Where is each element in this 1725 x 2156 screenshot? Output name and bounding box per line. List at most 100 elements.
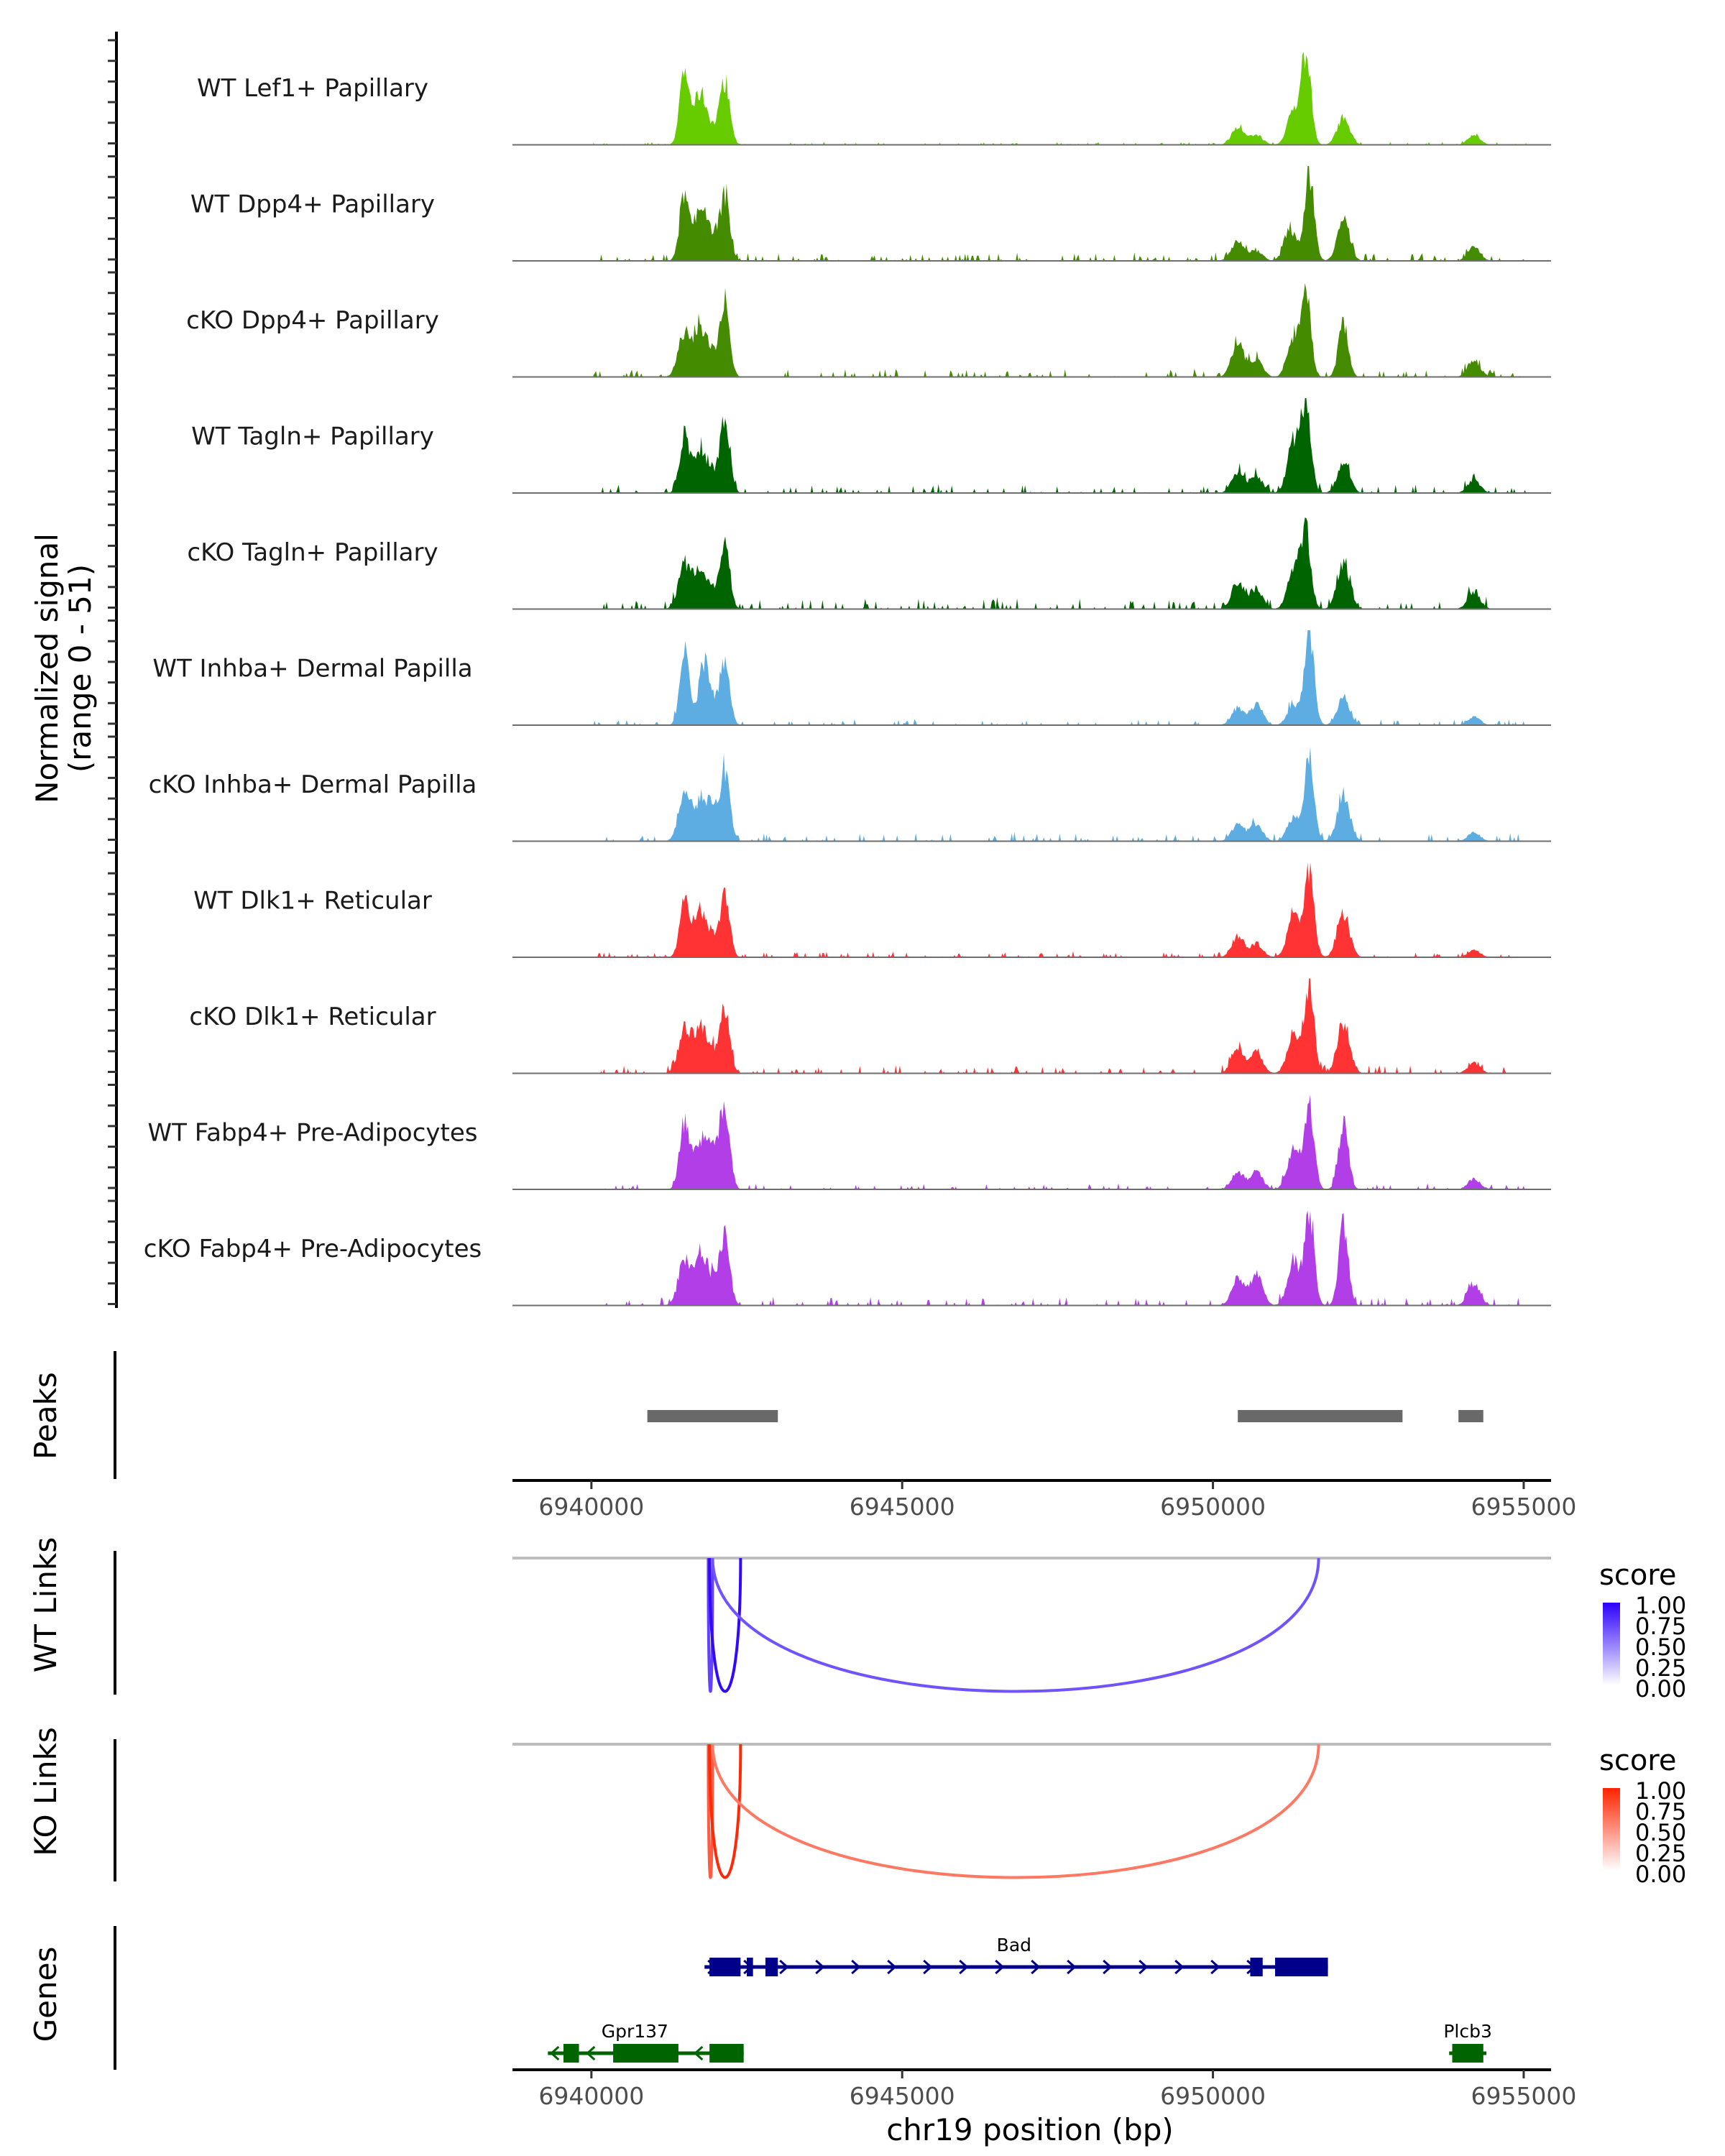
peaks-track-label: Peaks xyxy=(28,1372,63,1460)
coverage-track-label: WT Inhba+ Dermal Papilla xyxy=(152,655,472,683)
strand-arrow xyxy=(851,1959,861,1975)
gene-symbol-label: Gpr137 xyxy=(602,2021,668,2042)
ko-links-arcs xyxy=(512,1743,1551,1879)
gene-exon xyxy=(765,1958,778,1976)
coverage-track: cKO Tagln+ Papillary xyxy=(187,517,1551,610)
coverage-tracks: WT Lef1+ Papillary WT Dpp4+ Papillary cKO … xyxy=(144,52,1551,1307)
coverage-track: cKO Dpp4+ Papillary xyxy=(186,282,1551,378)
legend-tick-label: 0.50 xyxy=(1635,1634,1686,1661)
gene-exon xyxy=(1452,2044,1484,2063)
coverage-track-label: WT Dpp4+ Papillary xyxy=(190,190,435,219)
ko-links-track-label: KO Links xyxy=(28,1727,63,1856)
legend-tick-label: 0.50 xyxy=(1635,1819,1686,1846)
strand-arrow xyxy=(887,1959,897,1975)
strand-arrow xyxy=(923,1959,933,1975)
x-axis-top: 6940000 6945000 6950000 6955000 xyxy=(512,1479,1576,1521)
legend-tick-label: 0.25 xyxy=(1635,1654,1686,1682)
peaks-label: Peaks xyxy=(28,1372,63,1460)
strand-arrow xyxy=(1103,1959,1113,1975)
coverage-track: WT Lef1+ Papillary xyxy=(197,52,1551,146)
coverage-area xyxy=(593,978,1527,1074)
x-axis-tick-label: 6955000 xyxy=(1471,2082,1576,2110)
gene-exon xyxy=(709,2044,744,2063)
coverage-track-label: WT Lef1+ Papillary xyxy=(197,74,428,103)
x-axis-tick-label: 6940000 xyxy=(538,2082,644,2110)
gene-exon xyxy=(1250,1958,1263,1976)
x-axis-tick-label: 6945000 xyxy=(850,2082,955,2110)
coverage-track: WT Dlk1+ Reticular xyxy=(193,862,1551,958)
legend-tick-label: 0.25 xyxy=(1635,1840,1686,1867)
coverage-track-label: cKO Tagln+ Papillary xyxy=(187,538,438,567)
coverage-track-label: WT Dlk1+ Reticular xyxy=(193,887,432,916)
peak-region xyxy=(1238,1410,1403,1422)
legend-tick-label: 1.00 xyxy=(1635,1592,1686,1619)
coverage-area xyxy=(593,630,1527,725)
legend-colorbar xyxy=(1603,1603,1620,1685)
coverage-area xyxy=(593,517,1527,609)
coverage-y-axis-title: Normalized signal (range 0 - 51) xyxy=(29,533,98,803)
coverage-track: cKO Inhba+ Dermal Papilla xyxy=(149,746,1551,842)
x-axis-tick-label: 6950000 xyxy=(1160,2082,1266,2110)
coverage-area xyxy=(593,398,1527,493)
x-axis-tick-label: 6940000 xyxy=(538,1493,644,1521)
coverage-area xyxy=(593,52,1527,145)
x-axis-tick-label: 6950000 xyxy=(1160,1493,1266,1521)
coverage-area xyxy=(593,1210,1527,1306)
ko-links-label: KO Links xyxy=(28,1727,63,1856)
coverage-y-axis-ticks xyxy=(108,39,116,1305)
strand-arrow xyxy=(995,1959,1005,1975)
gene-model: Plcb3 xyxy=(1443,2021,1492,2063)
strand-arrow xyxy=(815,1959,825,1975)
peaks-regions xyxy=(647,1410,1484,1422)
link-arc xyxy=(711,1743,1320,1879)
wt-links-track-label: WT Links xyxy=(28,1537,63,1672)
x-axis-title: chr19 position (bp) xyxy=(886,2112,1174,2147)
y-axis-title-line2: (range 0 - 51) xyxy=(63,564,98,773)
peak-region xyxy=(1458,1410,1484,1422)
coverage-track-label: cKO Dlk1+ Reticular xyxy=(189,1003,436,1031)
strand-arrow xyxy=(586,2045,596,2061)
strand-arrow xyxy=(959,1959,969,1975)
coverage-track-label: WT Fabp4+ Pre-Adipocytes xyxy=(148,1119,478,1148)
legend-title: score xyxy=(1599,1744,1676,1777)
gene-exon xyxy=(1275,1958,1328,1976)
gene-model: Gpr137 xyxy=(548,2021,744,2063)
legend-tick-label: 0.00 xyxy=(1635,1675,1686,1703)
strand-arrow xyxy=(1067,1959,1077,1975)
y-axis-title-line1: Normalized signal xyxy=(29,533,65,803)
gene-symbol-label: Bad xyxy=(997,1935,1031,1955)
strand-arrow xyxy=(1174,1959,1184,1975)
wt-links-label: WT Links xyxy=(28,1537,63,1672)
gene-exon xyxy=(709,1958,741,1976)
coverage-area xyxy=(593,862,1527,957)
genes-track-label: Genes xyxy=(28,1947,63,2042)
coverage-track-label: cKO Inhba+ Dermal Papilla xyxy=(149,770,477,799)
strand-arrow xyxy=(1138,1959,1149,1975)
link-arc xyxy=(708,1557,742,1693)
strand-arrow xyxy=(1210,1959,1220,1975)
link-arc xyxy=(711,1557,1320,1693)
coverage-track: WT Tagln+ Papillary xyxy=(191,398,1551,494)
gene-exon xyxy=(613,2044,678,2063)
coverage-track: WT Dpp4+ Papillary xyxy=(190,166,1551,262)
coverage-track: WT Inhba+ Dermal Papilla xyxy=(152,630,1551,726)
strand-arrow xyxy=(779,1959,789,1975)
legend-title: score xyxy=(1599,1559,1676,1592)
coverage-track-label: cKO Fabp4+ Pre-Adipocytes xyxy=(144,1235,482,1263)
strand-arrow xyxy=(550,2045,560,2061)
coverage-track: cKO Dlk1+ Reticular xyxy=(189,978,1551,1074)
strand-arrow xyxy=(1031,1959,1041,1975)
coverage-track-label: cKO Dpp4+ Papillary xyxy=(186,306,439,335)
coverage-track-label: WT Tagln+ Papillary xyxy=(191,423,434,451)
legend-tick-label: 0.75 xyxy=(1635,1613,1686,1640)
x-axis-bottom: 6940000 6945000 6950000 6955000 xyxy=(512,2068,1576,2110)
legend-tick-label: 0.75 xyxy=(1635,1798,1686,1825)
gene-exon xyxy=(747,1958,753,1976)
x-axis-tick-label: 6945000 xyxy=(850,1493,955,1521)
peak-region xyxy=(647,1410,778,1422)
gene-models: Bad Gpr137 Plcb3 xyxy=(548,1935,1492,2063)
wt-links-arcs xyxy=(512,1557,1551,1693)
genes-label: Genes xyxy=(28,1947,63,2042)
